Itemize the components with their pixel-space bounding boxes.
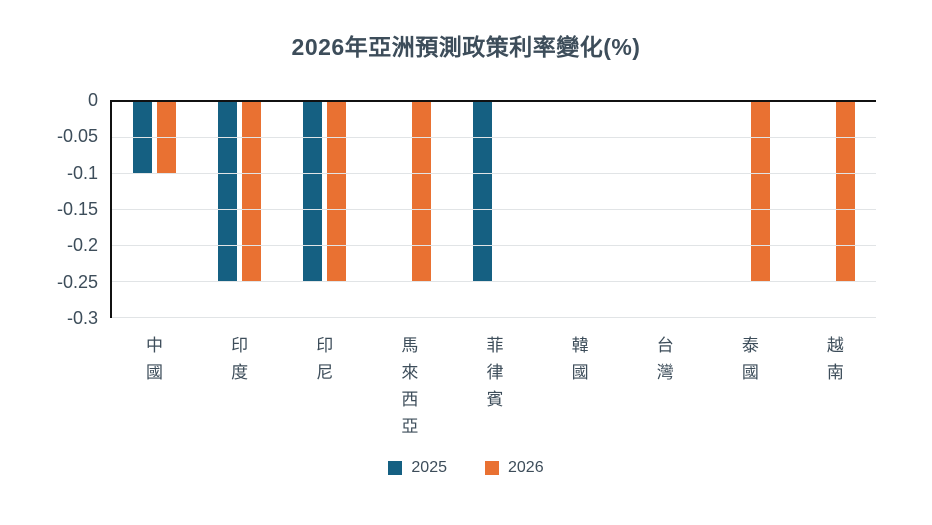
bar-2026 [326,102,346,282]
gridline [112,281,876,282]
bar-2026 [411,102,431,282]
gridline [112,172,876,174]
y-tick-label: 0 [87,90,98,110]
bar-holder [411,102,431,318]
x-axis-label: 泰國 [741,336,759,382]
bar-slot-9 [791,102,876,318]
gridline [112,209,876,210]
x-label-cell: 菲律賓 [452,332,537,440]
gridline [112,244,876,246]
x-axis-label: 菲律賓 [486,336,504,409]
bar-slot-4 [367,102,452,318]
legend-swatch-icon [485,461,499,475]
bar-holder [326,102,346,318]
legend-label: 2025 [411,459,447,476]
legend-swatch-icon [388,461,403,475]
bar-slot-5 [452,102,537,318]
bar-holder [302,102,322,318]
bar-slot-2 [197,102,282,318]
x-axis-label: 中國 [146,336,164,382]
bar-2025 [472,102,492,282]
bar-2026 [241,102,261,282]
x-label-cell: 中國 [112,332,197,440]
x-label-cell: 台灣 [623,332,708,440]
x-label-cell: 印度 [197,332,282,440]
y-tick-label: -0.15 [56,199,98,219]
bar-slot-7 [621,102,706,318]
bar-holder [156,102,176,318]
x-label-cell: 馬來西亞 [367,332,452,440]
x-axis: 中國 印度 印尼 馬來西亞 菲律賓 韓國 台灣 泰國 越南 [112,332,878,440]
y-tick-label: -0.3 [66,308,98,328]
y-axis: 0 -0.05 -0.1 -0.15 -0.2 -0.25 -0.3 [0,90,98,328]
x-label-cell: 越南 [793,332,878,440]
bar-holder [666,102,685,318]
x-axis-label: 越南 [826,336,844,382]
y-tick-label: -0.25 [56,271,98,292]
x-label-cell: 印尼 [282,332,367,440]
bar-holder [241,102,261,318]
bar-slot-3 [282,102,367,318]
y-tick-label: -0.1 [66,162,98,183]
bars-row [112,102,876,318]
legend-item-2026: 2026 [485,459,544,477]
y-tick-label: -0.05 [56,126,98,147]
plot-area [110,100,876,318]
bar-holder [497,102,516,318]
x-axis-label: 韓國 [571,336,589,382]
bar-2026 [156,102,176,174]
bar-slot-8 [706,102,791,318]
bar-2026 [751,102,771,282]
bar-holder [217,102,237,318]
y-tick-label: -0.2 [66,235,98,256]
x-label-cell: 泰國 [708,332,793,440]
bar-2025 [217,102,237,282]
legend-label: 2026 [508,459,544,476]
x-axis-label: 印度 [231,336,249,382]
bar-holder [812,102,831,318]
bar-holder [472,102,492,318]
bar-holder [727,102,746,318]
bar-holder [836,102,856,318]
bar-holder [642,102,661,318]
gridline [112,136,876,138]
bar-holder [388,102,407,318]
bar-holder [557,102,576,318]
bar-holder [751,102,771,318]
bar-2025 [302,102,322,282]
x-axis-label: 台灣 [656,336,674,382]
x-axis-label: 印尼 [316,336,334,382]
bar-holder [132,102,152,318]
bar-slot-1 [112,102,197,318]
chart-title: 2026年亞洲預測政策利率變化(%) [291,34,641,60]
bar-holder [581,102,600,318]
bar-2025 [132,102,152,174]
x-axis-label: 馬來西亞 [401,336,419,436]
legend: 2025 2026 [0,459,932,477]
x-label-cell: 韓國 [538,332,623,440]
gridline [112,317,876,318]
legend-item-2025: 2025 [388,459,447,477]
bar-slot-6 [536,102,621,318]
bar-2026 [836,102,856,282]
